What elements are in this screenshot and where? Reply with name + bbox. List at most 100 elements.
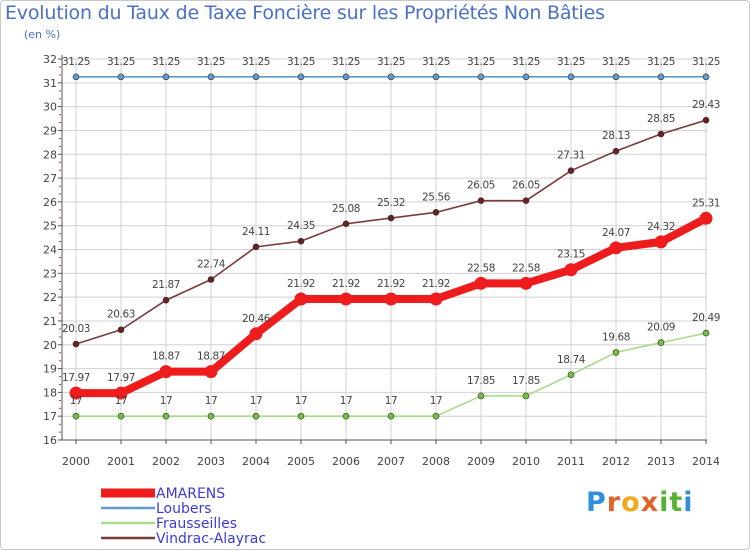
data-label-amarens: 25.31: [692, 197, 720, 209]
data-label-vindrac-alayrac: 26.05: [467, 180, 495, 192]
data-label-vindrac-alayrac: 28.13: [602, 130, 630, 142]
logo-letter: P: [586, 487, 607, 518]
data-point-amarens: [69, 386, 83, 400]
data-point-loubers: [342, 73, 350, 81]
data-point-vindrac-alayrac: [72, 340, 80, 348]
data-label-frausseilles: 17: [340, 395, 353, 407]
data-label-vindrac-alayrac: 26.05: [512, 180, 540, 192]
data-point-amarens: [384, 292, 398, 306]
y-tick-label: 28: [43, 148, 57, 161]
x-tick-label: 2013: [647, 455, 675, 468]
x-tick-label: 2012: [602, 455, 630, 468]
data-point-vindrac-alayrac: [477, 197, 485, 204]
data-labels: 31.25 31.25 31.25 31.25 31.25 31.25 31.25 31.25…: [62, 56, 720, 407]
data-label-loubers: 31.25: [602, 56, 630, 68]
data-point-amarens: [204, 365, 218, 379]
data-label-frausseilles: 17: [115, 395, 128, 407]
data-point-loubers: [432, 73, 440, 81]
legend-label-frausseilles: Frausseilles: [156, 516, 237, 532]
data-point-frausseilles: [522, 392, 530, 400]
data-point-vindrac-alayrac: [207, 276, 215, 283]
data-label-frausseilles: 17: [250, 395, 263, 407]
data-point-frausseilles: [387, 412, 395, 420]
legend-label-vindrac-alayrac: Vindrac-Alayrac: [156, 531, 266, 547]
y-tick-label: 29: [43, 124, 57, 137]
y-tick-label: 19: [43, 363, 57, 376]
data-label-amarens: 17.97: [107, 372, 135, 384]
data-point-amarens: [294, 292, 308, 306]
data-label-amarens: 20.46: [242, 313, 271, 325]
y-tick-label: 26: [43, 196, 57, 209]
y-tick-label: 27: [43, 172, 57, 185]
data-point-amarens: [114, 386, 128, 400]
legend: AMARENSLoubersFrausseillesVindrac-Alayra…: [101, 486, 266, 547]
data-label-amarens: 21.92: [287, 278, 315, 290]
chart-title: Evolution du Taux de Taxe Foncière sur l…: [5, 2, 605, 24]
x-tick-label: 2006: [332, 455, 360, 468]
data-point-vindrac-alayrac: [342, 220, 350, 228]
data-label-vindrac-alayrac: 20.63: [107, 309, 135, 321]
data-label-vindrac-alayrac: 20.03: [62, 323, 90, 335]
x-tick-label: 2005: [287, 455, 315, 468]
data-point-vindrac-alayrac: [432, 209, 440, 216]
data-label-loubers: 31.25: [422, 56, 450, 68]
y-tick-label: 31: [43, 77, 57, 90]
data-label-amarens: 22.58: [467, 262, 495, 274]
data-label-amarens: 18.87: [197, 351, 225, 363]
data-point-loubers: [297, 73, 305, 81]
data-label-frausseilles: 18.74: [557, 354, 586, 366]
data-label-vindrac-alayrac: 27.31: [557, 150, 585, 162]
x-tick-label: 2002: [152, 455, 180, 468]
data-point-loubers: [702, 73, 710, 81]
data-label-vindrac-alayrac: 28.85: [647, 113, 675, 125]
axes: 16 17 18 19 20 21 22 23 24 25 26 27 28 29 30 31 32 2000 20…: [43, 53, 720, 468]
data-label-amarens: 21.92: [332, 278, 360, 290]
y-tick-label: 17: [43, 410, 57, 423]
data-label-vindrac-alayrac: 25.08: [332, 203, 360, 215]
data-point-frausseilles: [252, 412, 260, 420]
data-label-amarens: 24.32: [647, 221, 675, 233]
data-label-loubers: 31.25: [107, 56, 135, 68]
data-point-amarens: [519, 276, 533, 290]
data-label-amarens: 22.58: [512, 262, 540, 274]
data-point-vindrac-alayrac: [612, 147, 620, 155]
data-label-frausseilles: 17: [385, 395, 398, 407]
y-tick-label: 22: [43, 291, 57, 304]
x-tick-label: 2007: [377, 455, 405, 468]
data-point-frausseilles: [657, 339, 665, 346]
data-point-loubers: [567, 73, 575, 81]
data-label-loubers: 31.25: [557, 56, 585, 68]
series-lines: [69, 73, 713, 420]
data-point-frausseilles: [612, 349, 620, 356]
x-tick-label: 2009: [467, 455, 495, 468]
data-point-frausseilles: [207, 412, 215, 420]
legend-label-loubers: Loubers: [156, 501, 212, 517]
y-tick-label: 23: [43, 267, 57, 280]
data-point-frausseilles: [162, 412, 170, 420]
data-point-amarens: [654, 235, 668, 249]
x-tick-label: 2014: [692, 455, 720, 468]
data-point-loubers: [387, 73, 395, 81]
data-point-frausseilles: [702, 329, 710, 337]
data-point-frausseilles: [72, 412, 80, 420]
data-point-loubers: [117, 73, 125, 81]
y-tick-label: 30: [43, 101, 57, 114]
data-point-amarens: [699, 211, 713, 225]
data-label-frausseilles: 17: [70, 395, 83, 407]
data-label-vindrac-alayrac: 29.43: [692, 99, 720, 111]
data-point-frausseilles: [567, 371, 575, 379]
data-label-amarens: 17.97: [62, 372, 90, 384]
data-point-loubers: [657, 73, 665, 81]
data-point-loubers: [252, 73, 260, 81]
data-point-loubers: [162, 73, 170, 81]
proxiti-logo: Proxiti: [586, 487, 694, 518]
data-point-frausseilles: [117, 412, 125, 420]
data-label-vindrac-alayrac: 22.74: [197, 259, 226, 271]
y-tick-label: 21: [43, 315, 57, 328]
data-point-frausseilles: [432, 412, 440, 420]
data-label-loubers: 31.25: [512, 56, 540, 68]
data-point-vindrac-alayrac: [567, 167, 575, 174]
logo-letter: r: [606, 487, 622, 518]
data-point-amarens: [159, 365, 173, 379]
